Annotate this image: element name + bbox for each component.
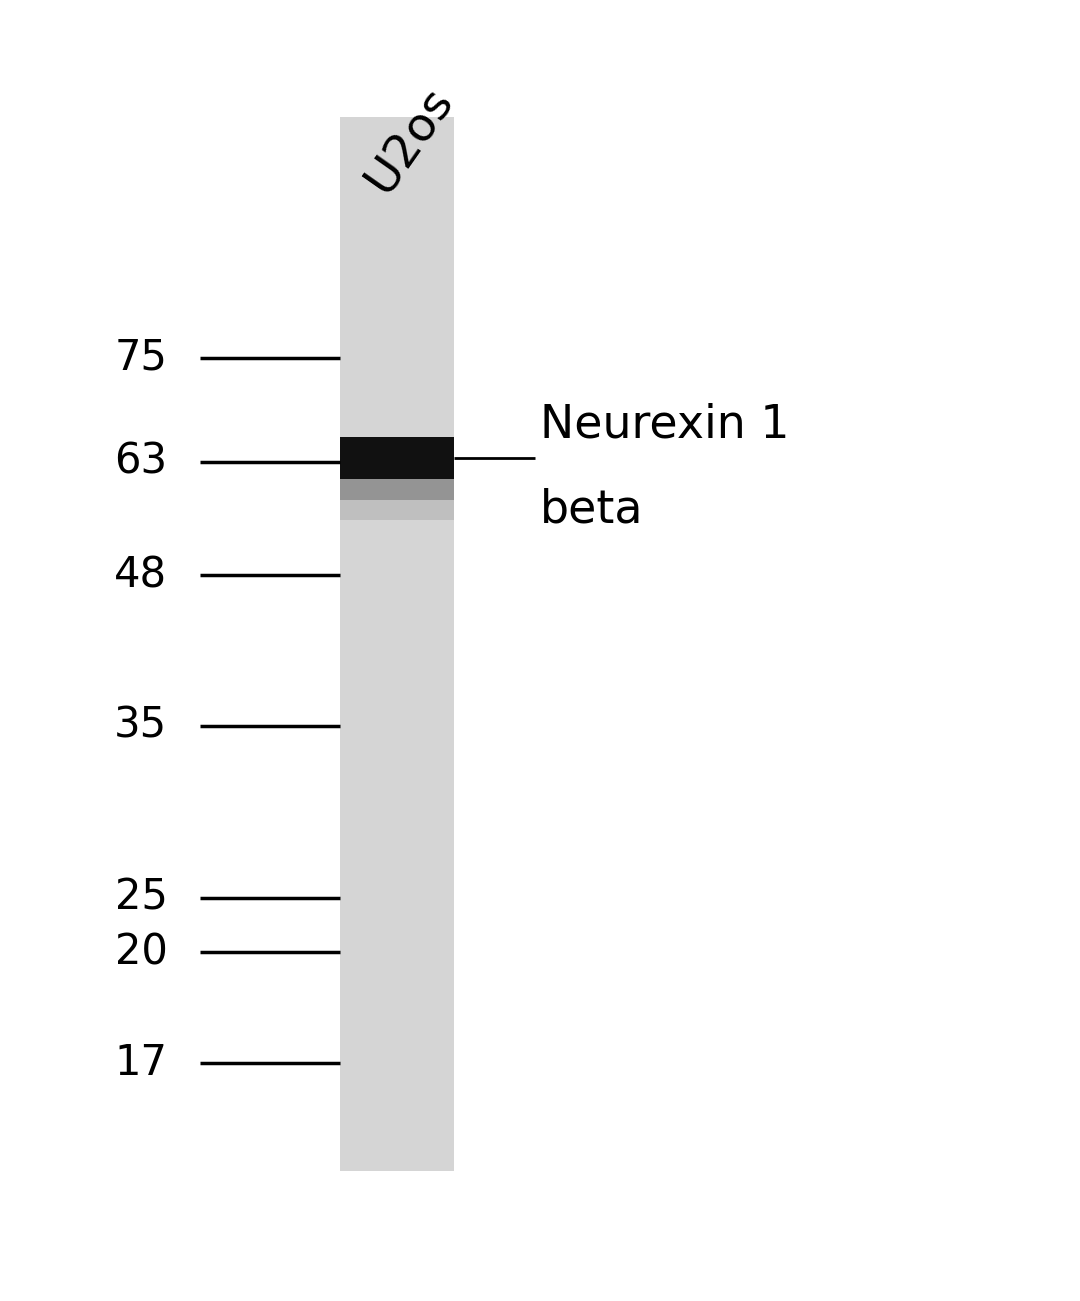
- Text: 48: 48: [114, 554, 167, 596]
- Text: U2os: U2os: [357, 79, 462, 202]
- Bar: [340, 479, 454, 520]
- Text: 35: 35: [114, 705, 167, 747]
- Text: Neurexin 1: Neurexin 1: [540, 403, 789, 448]
- Bar: [340, 437, 454, 479]
- Bar: [340, 117, 454, 1171]
- Text: beta: beta: [540, 488, 644, 532]
- Text: 17: 17: [114, 1042, 167, 1084]
- Text: 63: 63: [114, 441, 167, 483]
- Bar: [340, 479, 454, 500]
- Text: 25: 25: [114, 877, 167, 919]
- Text: 20: 20: [114, 932, 167, 973]
- Text: 75: 75: [114, 337, 167, 379]
